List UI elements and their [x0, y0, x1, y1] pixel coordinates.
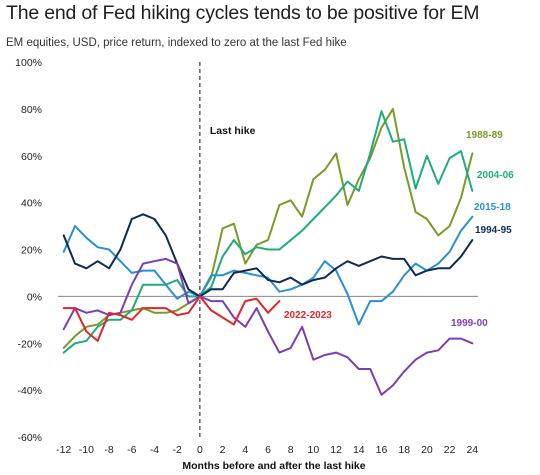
y-tick-label: 0%	[27, 291, 42, 303]
series-label-1999-00: 1999-00	[451, 318, 488, 329]
x-axis: -12 -10 -8 -6 -4 -2 0 2 4 6 8 10 12 14 16 18 20 22 24	[56, 444, 478, 456]
y-tick-label: -20%	[17, 338, 42, 350]
x-tick-label: 2	[220, 444, 226, 456]
x-tick-label: 16	[376, 444, 388, 456]
y-tick-label: 20%	[21, 245, 42, 257]
y-axis: -60% -40% -20% 0% 20% 40% 60% 80% 100%	[15, 57, 42, 444]
series-labels: 1988-89 2004-06 2015-18 1994-95 1999-00 2022-…	[284, 130, 514, 329]
series-line-1999-00	[62, 257, 474, 396]
x-tick-label: -12	[56, 444, 71, 456]
series-label-2022-2023: 2022-2023	[284, 310, 332, 321]
x-tick-label: 8	[288, 444, 294, 456]
x-tick-label: -6	[127, 444, 136, 456]
x-tick-label: 10	[308, 444, 320, 456]
y-tick-label: 60%	[21, 151, 42, 163]
series-line-1994-95	[62, 213, 474, 298]
x-tick-label: 18	[398, 444, 410, 456]
y-tick-label: 100%	[15, 57, 42, 69]
series-line-2022-2023	[62, 295, 281, 342]
last-hike-label: Last hike	[210, 125, 256, 137]
chart-title: The end of Fed hiking cycles tends to be…	[6, 2, 480, 24]
series-label-2015-18: 2015-18	[474, 202, 511, 213]
x-tick-label: 20	[421, 444, 433, 456]
x-tick-label: 12	[330, 444, 342, 456]
x-tick-label: 14	[353, 444, 365, 456]
x-tick-label: -2	[173, 444, 182, 456]
y-tick-label: -40%	[17, 385, 42, 397]
x-tick-label: -4	[150, 444, 159, 456]
x-tick-label: -10	[79, 444, 94, 456]
x-tick-label: 24	[466, 444, 478, 456]
x-tick-label: 22	[444, 444, 456, 456]
series-lines	[62, 107, 474, 396]
x-tick-label: 0	[197, 444, 203, 456]
y-tick-label: -60%	[17, 432, 42, 444]
chart-subtitle: EM equities, USD, price return, indexed …	[6, 37, 347, 49]
x-axis-label: Months before and after the last hike	[182, 460, 365, 472]
x-tick-label: 6	[265, 444, 271, 456]
x-tick-label: 4	[242, 444, 248, 456]
series-line-2004-06	[62, 110, 474, 354]
series-line-2015-18	[62, 215, 474, 326]
series-label-1988-89: 1988-89	[466, 130, 503, 141]
y-tick-label: 40%	[21, 198, 42, 210]
x-tick-label: -8	[104, 444, 113, 456]
series-label-1994-95: 1994-95	[475, 225, 512, 236]
y-tick-label: 80%	[21, 104, 42, 116]
series-label-2004-06: 2004-06	[477, 170, 514, 181]
